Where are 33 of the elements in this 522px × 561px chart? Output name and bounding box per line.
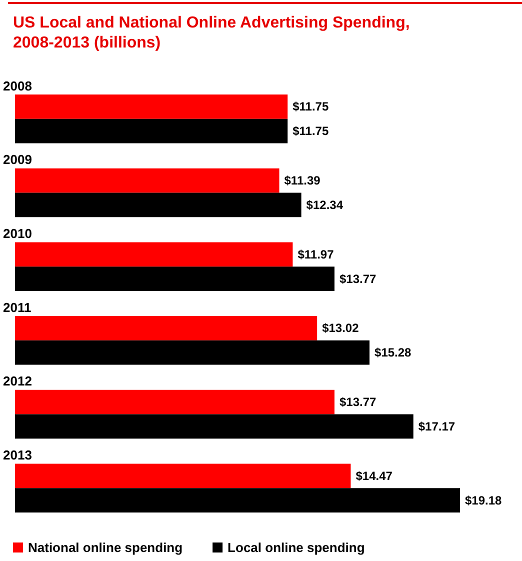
bar (15, 340, 370, 365)
legend-label: National online spending (28, 540, 183, 555)
bar (15, 316, 318, 340)
data-label: $12.34 (306, 198, 344, 212)
bar (15, 242, 293, 267)
bar (15, 118, 288, 144)
y-tick-label: 2009 (3, 152, 32, 168)
bar (15, 266, 334, 291)
chart-title: US Local and National Online Advertising Spending, 2008-2013 (billions) (13, 14, 410, 52)
data-label: $19.18 (465, 493, 502, 508)
data-label: $11.75 (292, 124, 329, 138)
y-tick-label: 2012 (3, 374, 32, 389)
data-label: $13.77 (339, 395, 377, 410)
bar (15, 390, 334, 414)
legend-label: Local online spending (228, 540, 365, 555)
data-label: $11.39 (284, 174, 321, 188)
bar (15, 464, 351, 488)
y-tick-label: 2013 (3, 448, 32, 463)
bar (15, 192, 302, 218)
data-label: $14.47 (356, 468, 393, 483)
data-label: $11.97 (298, 247, 334, 262)
y-tick-label: 2011 (3, 300, 32, 315)
data-label: $13.77 (339, 272, 377, 286)
y-tick-label: 2010 (3, 226, 32, 242)
bar (15, 414, 414, 439)
data-label: $13.02 (322, 321, 360, 336)
bar (15, 488, 460, 512)
bar (15, 94, 288, 119)
bar (15, 168, 280, 193)
y-tick-label: 2008 (3, 78, 32, 94)
data-label: $11.75 (292, 100, 329, 114)
data-label: $17.17 (418, 419, 456, 434)
data-label: $15.28 (374, 346, 412, 360)
